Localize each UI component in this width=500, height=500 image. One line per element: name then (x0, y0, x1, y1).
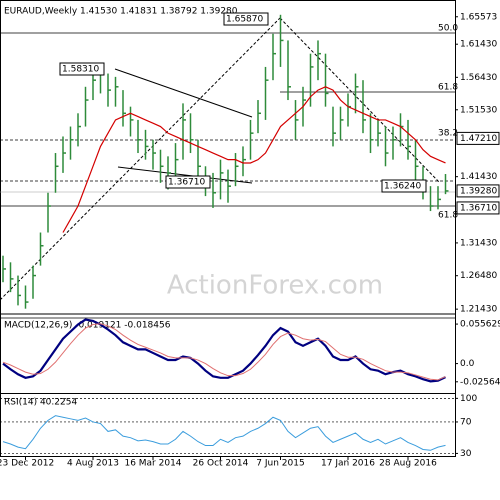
plot-frame (0, 0, 456, 457)
x-tick-label: 4 Aug 2013 (67, 459, 119, 469)
level-box (456, 184, 500, 198)
level-label: 1.36710 (460, 203, 497, 213)
x-tick-label: 28 Aug 2016 (379, 459, 437, 469)
annotation-box (381, 179, 427, 193)
annotation: 50.0 (438, 24, 458, 34)
annotation-box (223, 12, 269, 26)
series-line (2, 415, 446, 451)
trend-line (114, 68, 253, 118)
series-line (2, 323, 446, 381)
level-box (456, 131, 500, 145)
y-tick-label: 100 (460, 394, 477, 404)
level-label: 1.47210 (460, 134, 497, 144)
level-label: 1.39280 (460, 186, 497, 196)
trend-line (117, 166, 253, 184)
annotation: 61.8 (438, 83, 458, 93)
annotation: 1.36710 (168, 178, 205, 188)
y-tick-label: 1.41430 (460, 172, 497, 182)
x-tick-label: 16 Mar 2014 (124, 459, 181, 469)
y-tick-label: 1.65573 (460, 12, 497, 22)
trend-line (279, 17, 441, 184)
y-tick-label: 1.26480 (460, 271, 497, 281)
x-tick-label: 17 Jan 2016 (321, 459, 375, 469)
y-tick-label: 70 (460, 417, 472, 427)
annotation-box (59, 62, 105, 76)
y-tick-label: 30 (460, 449, 472, 459)
chart-title: EURAUD,Weekly 1.41530 1.41831 1.38792 1.… (4, 7, 238, 17)
x-tick-label: 23 Dec 2012 (0, 459, 54, 469)
series-line (2, 318, 446, 383)
y-tick-label: 0.055629 (460, 320, 500, 330)
rsi-title: RSI(14) 40.2254 (4, 398, 77, 408)
y-tick-label: -0.025645 (460, 377, 500, 387)
x-tick-label: 26 Oct 2014 (193, 459, 249, 469)
y-tick-label: 1.56430 (460, 73, 497, 83)
annotation: 1.58310 (62, 65, 99, 75)
y-tick-label: 1.21430 (460, 305, 497, 315)
level-box (456, 201, 500, 215)
y-tick-label: 1.51530 (460, 105, 497, 115)
y-tick-label: 1.61430 (460, 40, 497, 50)
macd-title: MACD(12,26,9) -0.019121 -0.018456 (4, 321, 171, 331)
trend-line (0, 17, 281, 301)
y-tick-label: 1.31430 (460, 238, 497, 248)
y-tick-label: 0.0 (460, 359, 475, 369)
annotation: 61.8 (438, 211, 458, 221)
annotation-box (165, 175, 211, 189)
annotation: 1.65870 (226, 15, 263, 25)
x-tick-label: 7 Jun 2015 (256, 459, 304, 469)
moving-average (62, 86, 446, 233)
watermark: ActionForex.com (167, 271, 383, 301)
annotation: 1.36240 (384, 182, 421, 192)
annotation: 38.2 (438, 129, 458, 139)
